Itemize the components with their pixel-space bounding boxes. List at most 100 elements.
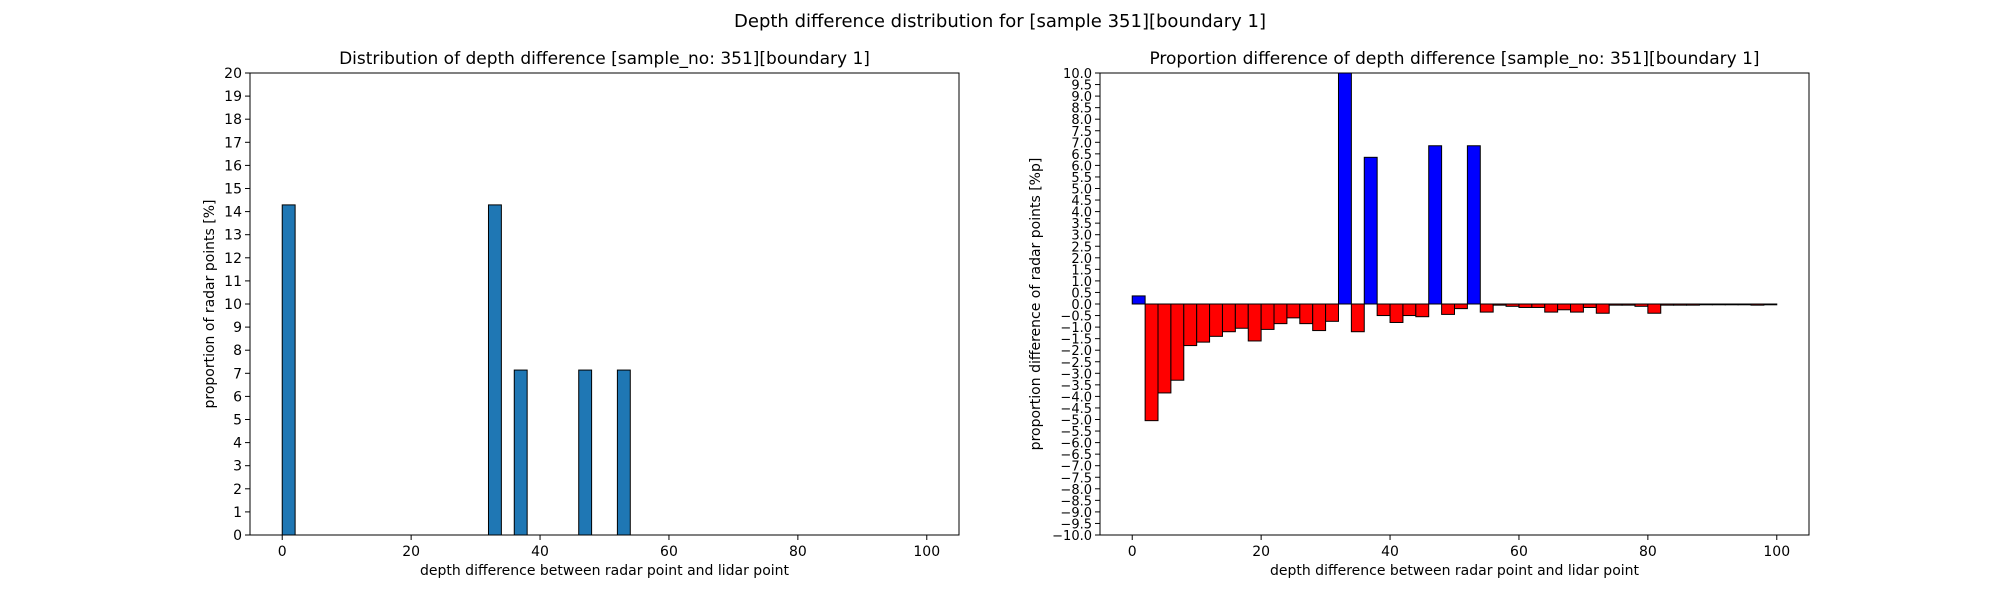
left-y-axis-label: proportion of radar points [%] (202, 199, 218, 408)
left-chart: Distribution of depth difference [sample… (202, 49, 960, 579)
y-tick-label: 6 (233, 389, 242, 405)
x-tick-label: 0 (278, 544, 287, 560)
y-tick-label: 6.5 (1071, 148, 1092, 163)
y-tick-label: 16 (224, 158, 242, 174)
bar (1505, 303, 1520, 307)
bar (513, 369, 528, 536)
bar (1686, 303, 1700, 306)
y-tick-label: 5.0 (1071, 183, 1092, 198)
y-tick-label: −0.5 (1060, 310, 1092, 325)
x-tick-label: 20 (402, 544, 420, 560)
y-tick-label: 5 (233, 413, 242, 429)
bar (1479, 303, 1494, 313)
y-tick-label: −6.5 (1060, 448, 1092, 463)
bar (1621, 303, 1636, 306)
y-tick-label: 0.0 (1071, 298, 1092, 313)
y-tick-label: 6.0 (1071, 159, 1092, 174)
y-tick-label: −2.0 (1060, 344, 1092, 359)
y-tick-label: 7.0 (1071, 136, 1092, 151)
bar (1325, 303, 1339, 322)
bar (1557, 303, 1572, 311)
bar (281, 204, 296, 536)
y-tick-label: 4.0 (1071, 206, 1092, 221)
y-tick-label: 1.0 (1071, 275, 1092, 290)
bar (1711, 303, 1726, 306)
y-tick-label: 11 (224, 274, 242, 290)
y-tick-label: 3.0 (1071, 229, 1092, 244)
bar (1312, 303, 1327, 332)
y-tick-label: 4.5 (1071, 194, 1092, 209)
x-tick-label: 100 (913, 544, 940, 560)
y-tick-label: −3.5 (1060, 379, 1092, 394)
bar (1286, 303, 1301, 319)
bar (1724, 303, 1739, 306)
y-tick-label: 3 (233, 459, 242, 475)
bar (1428, 145, 1443, 305)
figure-title: Depth difference distribution for [sampl… (734, 11, 1266, 32)
y-tick-label: −1.0 (1060, 321, 1092, 336)
bar (1363, 156, 1378, 305)
bar (1170, 303, 1185, 381)
y-tick-label: 5.5 (1071, 171, 1092, 186)
bar (1131, 295, 1146, 305)
bar (1737, 303, 1752, 306)
y-tick-label: 7 (233, 366, 242, 382)
bar (1144, 303, 1159, 422)
bar (1273, 303, 1288, 325)
bar (1157, 303, 1172, 394)
y-tick-label: −4.5 (1060, 402, 1092, 417)
x-tick-label: 40 (1381, 544, 1399, 560)
y-tick-label: 9.0 (1071, 90, 1092, 105)
y-tick-label: −2.5 (1060, 356, 1092, 371)
y-tick-label: 18 (224, 112, 242, 128)
y-tick-label: −1.5 (1060, 333, 1092, 348)
bar (1209, 303, 1223, 337)
bar (1544, 303, 1559, 313)
bar (1608, 303, 1623, 306)
bar (1183, 303, 1198, 347)
x-tick-label: 20 (1252, 544, 1270, 560)
y-tick-label: −5.0 (1060, 414, 1092, 429)
bar (487, 204, 502, 536)
y-tick-label: 3.5 (1071, 217, 1092, 232)
y-tick-label: 19 (224, 89, 242, 105)
y-tick-label: 2.0 (1071, 252, 1092, 267)
bar (1582, 303, 1597, 308)
y-tick-label: 20 (224, 66, 242, 82)
right-x-axis-label: depth difference between radar point and… (1270, 563, 1640, 579)
bar (1389, 303, 1404, 323)
bar (1660, 303, 1675, 306)
bar (1234, 303, 1249, 329)
y-tick-label: 17 (224, 135, 242, 151)
y-tick-label: 1 (233, 505, 242, 521)
bar (1647, 303, 1662, 314)
y-tick-label: 2 (233, 482, 242, 498)
x-tick-label: 0 (1128, 544, 1137, 560)
x-tick-label: 60 (1510, 544, 1528, 560)
bar (1531, 303, 1546, 308)
bar (1750, 303, 1765, 306)
y-tick-label: 10.0 (1063, 67, 1092, 82)
bar (1196, 303, 1211, 343)
bar (578, 369, 593, 536)
bar (1673, 303, 1688, 306)
bar (1634, 303, 1649, 307)
y-tick-label: 8.5 (1071, 102, 1092, 117)
bar (1337, 72, 1352, 305)
left-plot-frame (249, 72, 960, 536)
x-tick-label: 100 (1763, 544, 1790, 560)
y-tick-label: 2.5 (1071, 240, 1092, 255)
bar (616, 369, 631, 536)
y-tick-label: −7.5 (1060, 471, 1092, 486)
y-tick-label: 4 (233, 436, 242, 452)
bar (1350, 303, 1365, 333)
bar (1402, 303, 1417, 317)
y-tick-label: 0.5 (1071, 286, 1092, 301)
bar (1221, 303, 1236, 333)
bar (1441, 303, 1456, 315)
left-chart-title: Distribution of depth difference [sample… (339, 49, 870, 69)
bar (1698, 303, 1713, 306)
y-tick-label: 7.5 (1071, 125, 1092, 140)
y-tick-label: −5.5 (1060, 425, 1092, 440)
